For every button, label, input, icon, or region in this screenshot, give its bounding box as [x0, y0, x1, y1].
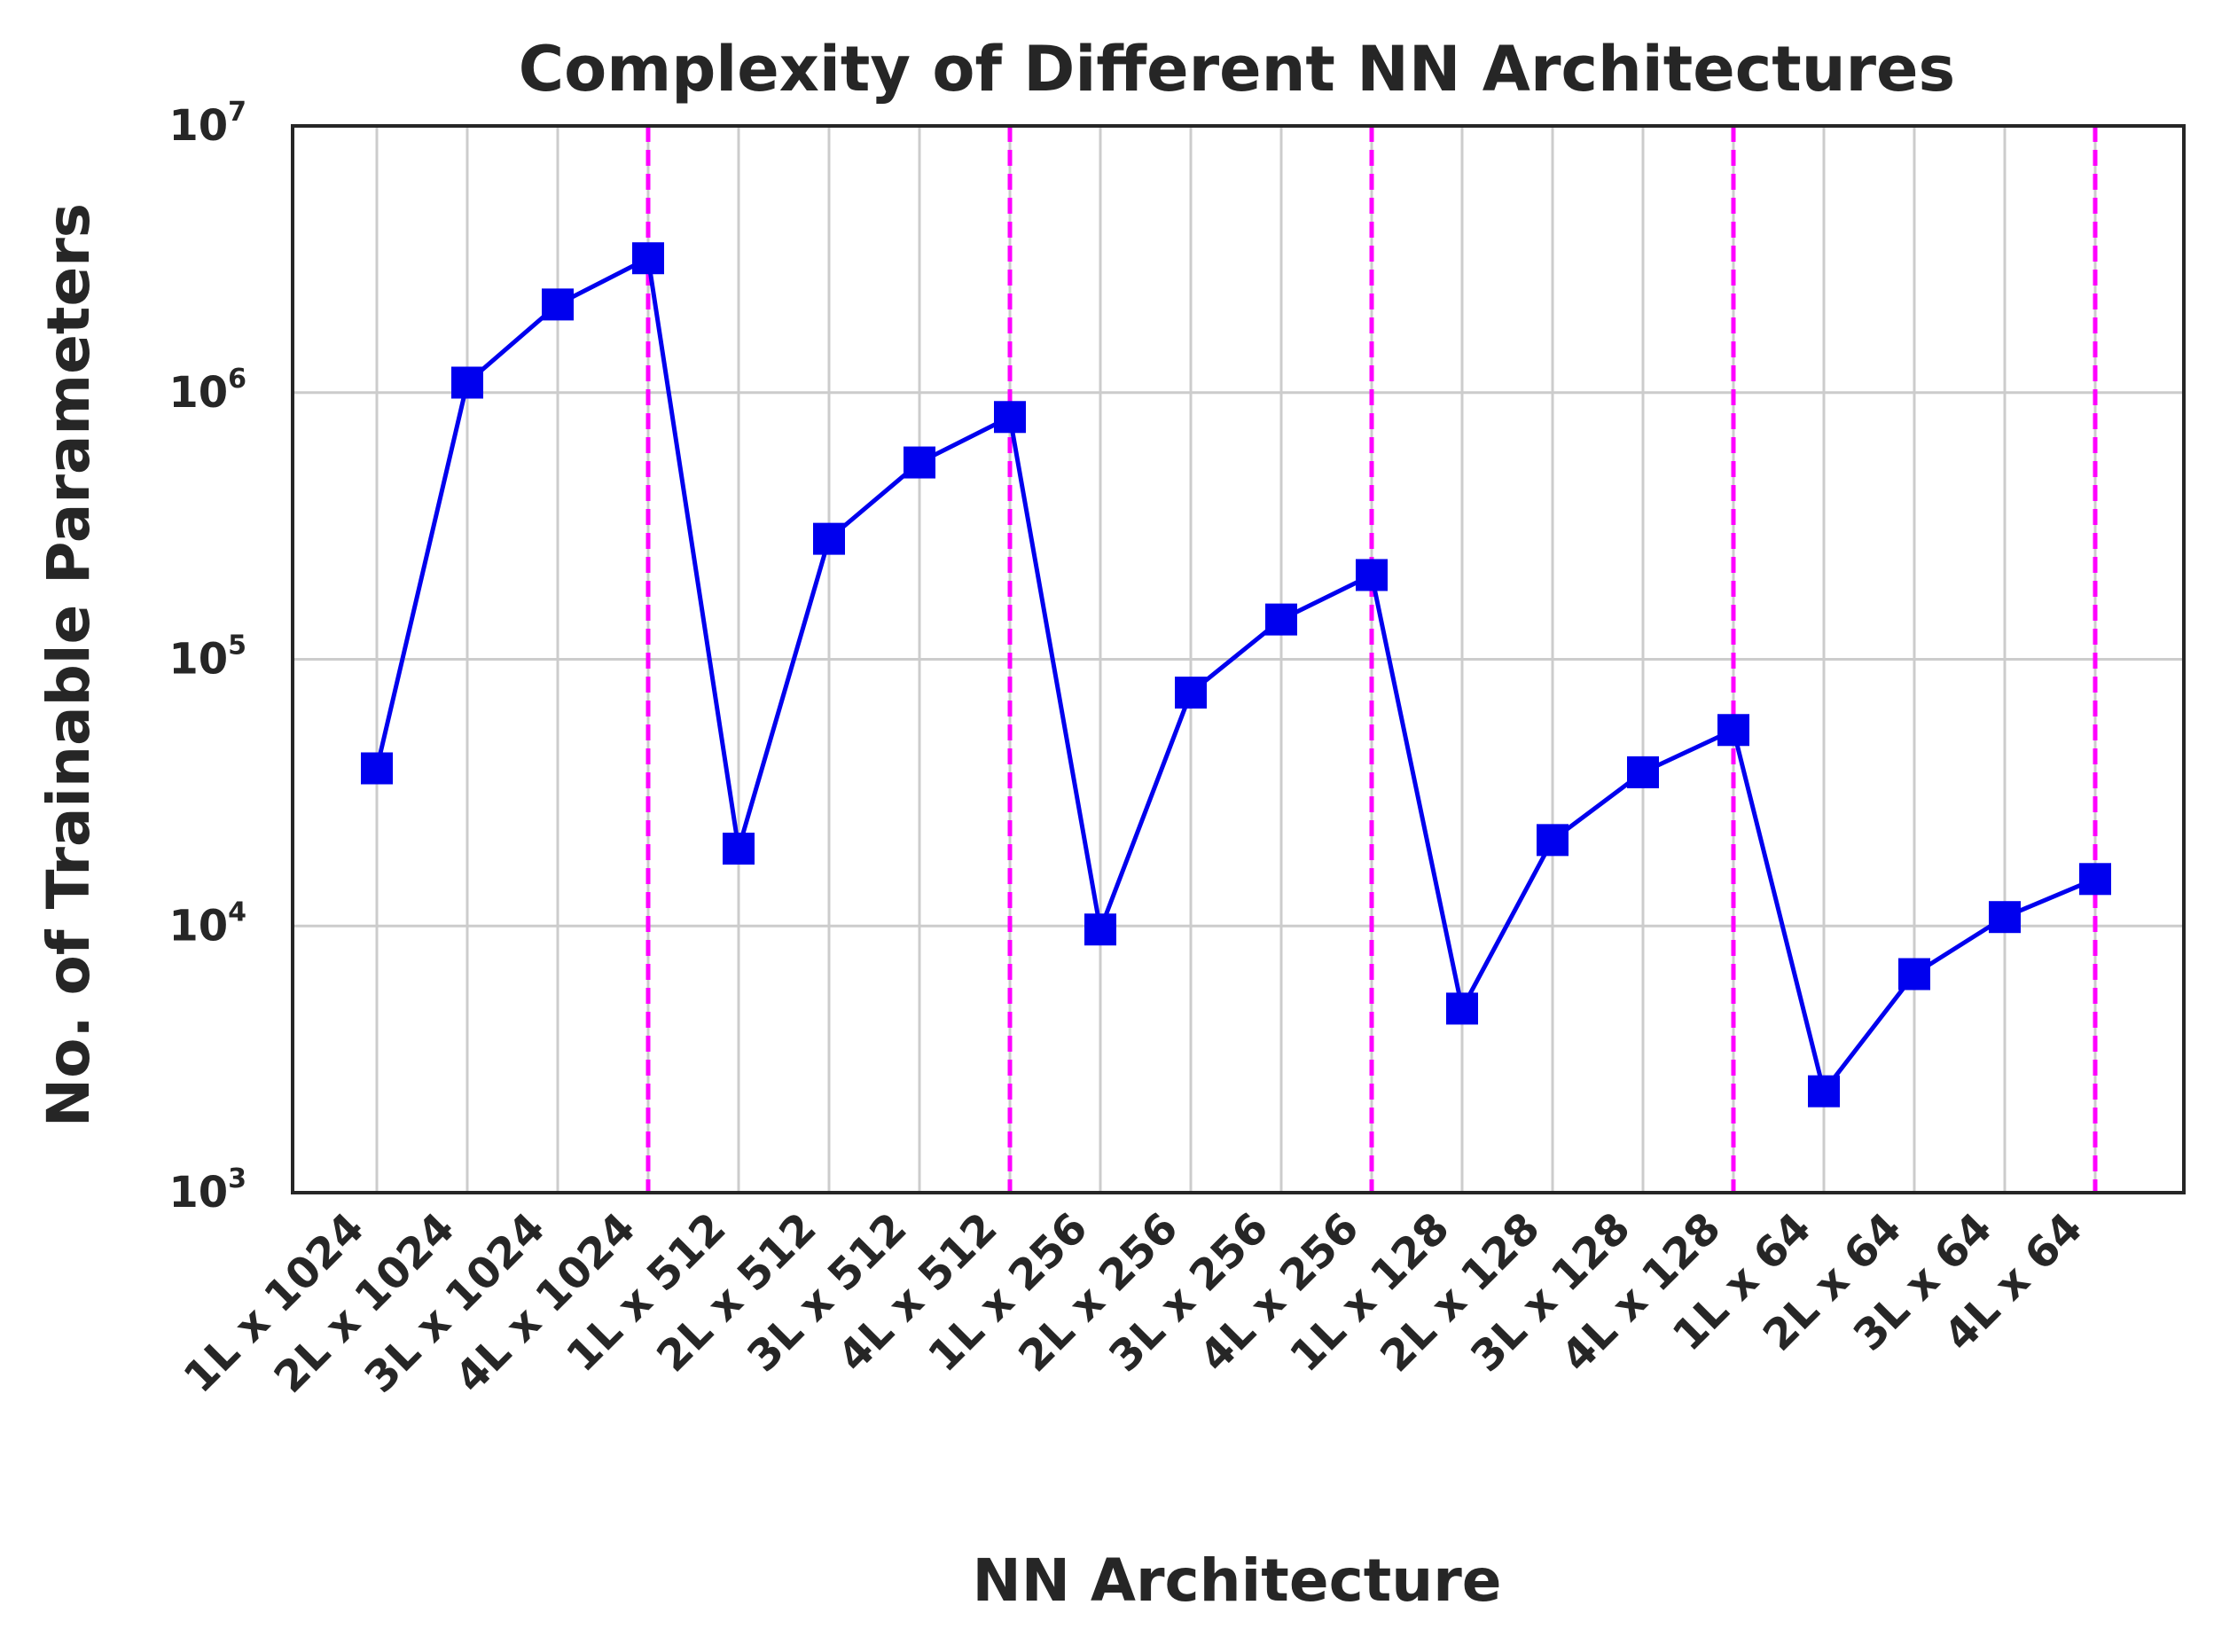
y-tick-label: 107 [168, 97, 246, 151]
data-point-marker [1084, 913, 1116, 946]
data-point-marker [451, 366, 483, 399]
data-point-marker [813, 522, 845, 555]
y-axis-ticks: 103 104 105 106 107 [168, 97, 246, 1217]
plot-frame [291, 124, 2186, 1194]
data-point-marker [1989, 901, 2021, 934]
data-point-marker [1175, 677, 1207, 709]
series-layer [361, 242, 2111, 1108]
data-point-marker [1717, 714, 1749, 747]
data-point-marker [1446, 992, 1478, 1025]
y-tick-label: 103 [168, 1163, 246, 1217]
data-point-marker [542, 288, 574, 321]
data-point-marker [1537, 824, 1569, 857]
data-point-marker [1265, 603, 1297, 636]
y-tick-label: 104 [168, 896, 246, 951]
chart-title: Complexity of Different NN Architectures [519, 33, 1955, 106]
data-point-marker [904, 446, 935, 479]
data-point-marker [1898, 958, 1930, 990]
data-point-marker [723, 833, 755, 865]
data-point-marker [1808, 1075, 1840, 1108]
data-point-marker [361, 752, 393, 785]
y-axis-label: No. of Trainable Parameters [35, 203, 103, 1127]
y-tick-label: 105 [168, 630, 246, 685]
data-point-marker [1627, 756, 1659, 788]
data-point-marker [1356, 559, 1388, 591]
x-axis-label: NN Architecture [972, 1546, 1501, 1615]
data-point-marker [994, 401, 1026, 434]
series-line [374, 255, 2096, 1094]
y-tick-label: 106 [168, 364, 246, 418]
data-point-marker [2079, 863, 2111, 896]
group-separator-lines [645, 126, 2098, 1193]
data-point-marker [632, 242, 664, 275]
